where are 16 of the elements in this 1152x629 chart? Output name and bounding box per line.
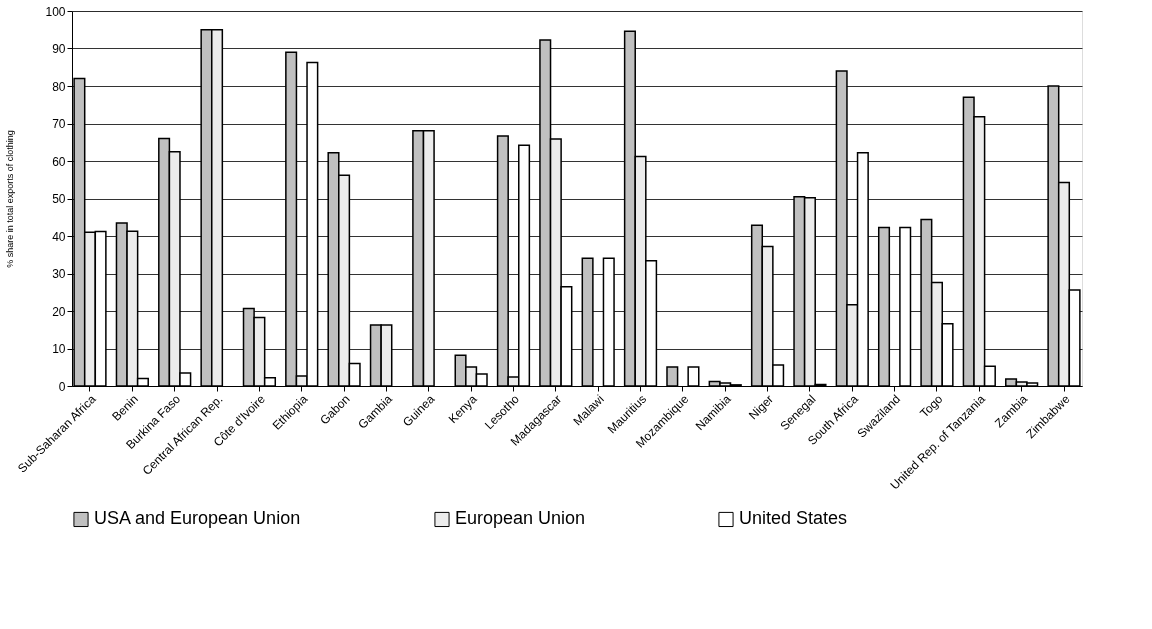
y-tick-label: 80 bbox=[52, 79, 66, 94]
x-tick-label: Togo bbox=[917, 391, 946, 421]
y-tick-label: 50 bbox=[52, 192, 66, 206]
y-tick-label: 60 bbox=[52, 154, 66, 169]
y-tick-label: 30 bbox=[52, 267, 66, 281]
y-tick-label: 90 bbox=[52, 42, 66, 56]
legend-label: European Union bbox=[455, 508, 586, 529]
legend-label: USA and European Union bbox=[94, 508, 301, 529]
y-tick-label: 0 bbox=[58, 379, 66, 394]
legend-label: United States bbox=[739, 508, 848, 529]
y-tick-label: 100 bbox=[45, 4, 66, 19]
y-axis-title: % share in total exports of clothing bbox=[5, 130, 16, 268]
y-tick-label: 40 bbox=[52, 229, 66, 244]
y-tick-label: 10 bbox=[52, 342, 66, 356]
y-tick-label: 20 bbox=[52, 304, 66, 319]
y-tick-label: 70 bbox=[52, 117, 66, 131]
